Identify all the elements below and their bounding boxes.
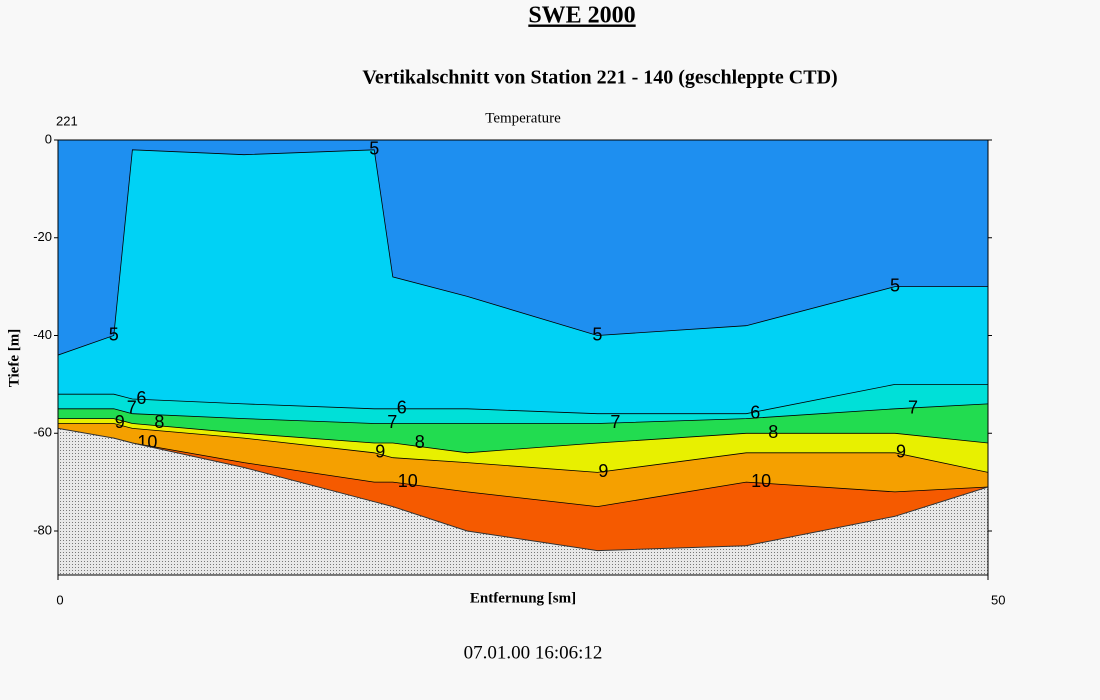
isotherm [58, 384, 988, 415]
contour-label: 7 [127, 398, 137, 418]
y-tick-label: -40 [33, 327, 52, 342]
isotherm [58, 418, 988, 454]
y-tick-label: 0 [45, 131, 52, 146]
contour-label: 10 [993, 476, 1013, 496]
y-tick-label: -60 [33, 425, 52, 440]
contour-label: 5 [369, 139, 379, 159]
contour-label: 7 [610, 412, 620, 432]
contour-label: 5 [592, 324, 602, 344]
x-axis-label: Entfernung [sm] [470, 590, 576, 606]
chart-title: SWE 2000 [528, 3, 635, 29]
y-tick-label: -80 [33, 522, 52, 537]
y-axis-label: Tiefe [m] [6, 329, 22, 387]
y-tick-label: -20 [33, 229, 52, 244]
contour-label: 8 [415, 432, 425, 452]
station-label: 221 [56, 113, 78, 128]
chart-subtitle: Vertikalschnitt von Station 221 - 140 (g… [362, 67, 837, 89]
temperature-band [58, 428, 988, 551]
contour-label: 9 [115, 412, 125, 432]
contour-label: 5 [890, 275, 900, 295]
sea-floor [58, 428, 988, 575]
contour-label: 5 [109, 324, 119, 344]
x-tick-label: 50 [991, 592, 1005, 607]
contour-label: 10 [398, 471, 418, 491]
contour-label: 9 [598, 461, 608, 481]
contour-label: 8 [1010, 432, 1020, 452]
contour-label: 7 [387, 412, 397, 432]
contour-label: 6 [992, 373, 1002, 393]
contour-label: 8 [154, 412, 164, 432]
contour-label: 6 [750, 402, 760, 422]
contour-label: 6 [136, 388, 146, 408]
contour-label: 9 [896, 442, 906, 462]
plot-frame [57, 139, 989, 576]
bottom-line [58, 427, 988, 552]
contour-label: 10 [751, 471, 771, 491]
contour-label: 8 [768, 422, 778, 442]
contour-label: 7 [908, 398, 918, 418]
panel-title: Temperature [485, 110, 561, 126]
isotherm [58, 403, 988, 424]
x-tick-label: 0 [56, 592, 63, 607]
isotherm [58, 149, 988, 356]
timestamp: 07.01.00 16:06:12 [464, 642, 603, 663]
isotherm [58, 423, 988, 473]
contour-label: 6 [397, 398, 407, 418]
contour-label: 9 [375, 442, 385, 462]
